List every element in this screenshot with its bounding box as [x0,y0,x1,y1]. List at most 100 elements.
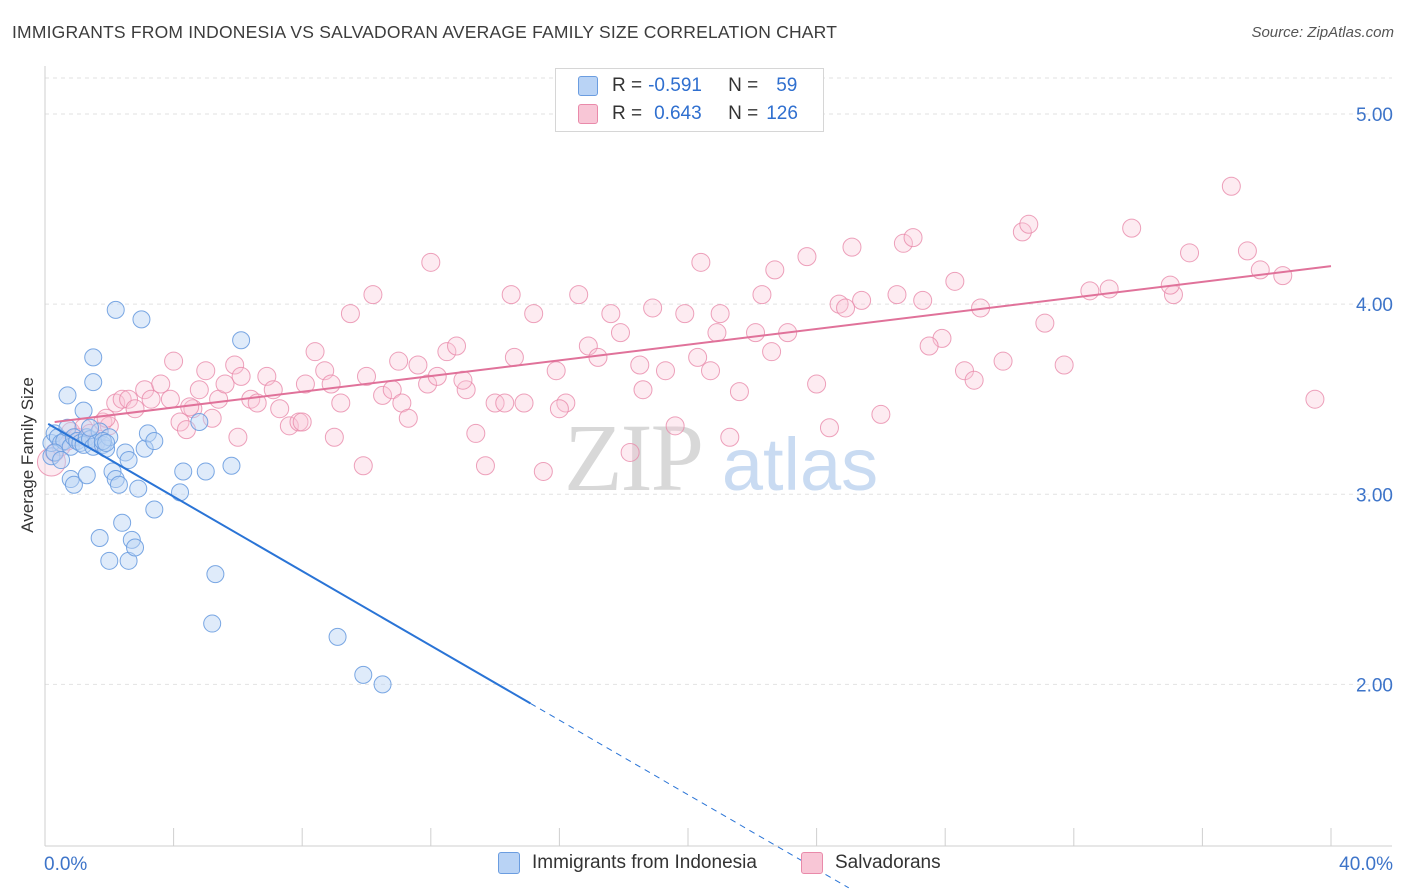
salvadorans-point [1012,222,1032,242]
salvadorans-point [610,323,630,343]
indonesia-point [196,462,215,481]
salvadorans-point [485,393,505,413]
salvadorans-point [475,456,495,476]
legend-r-label: R = [612,75,643,96]
salvadorans-point [1099,279,1119,299]
x-tick-labels: 0.0% 40.0% [44,854,1393,875]
watermark-zip: ZIP [564,404,702,511]
indonesia-point [145,432,164,451]
legend-n-value: 59 [776,75,798,96]
salvadorans-point [151,374,171,394]
salvadorans-point [807,374,827,394]
salvadorans-point [437,342,457,362]
salvadorans-point [331,393,351,413]
salvadorans-point [1305,389,1325,409]
trend-lines [47,265,1332,889]
indonesia-point [135,439,154,458]
salvadorans-point [710,304,730,324]
y-tick-label: 4.00 [1356,295,1393,316]
indonesia-point [354,665,373,684]
salvadorans-point [720,427,740,447]
bottom-legend-indonesia: Immigrants from Indonesia [498,852,757,874]
bottom-legend-label-salvadorans: Salvadorans [835,852,941,873]
y-tick-labels: 2.00 3.00 4.00 5.00 [1356,105,1393,696]
salvadorans-point [1054,355,1074,375]
indonesia-point [113,513,132,532]
salvadorans-point [418,374,438,394]
salvadorans-point [887,285,907,305]
salvadorans-point [164,351,184,371]
salvadorans-point [665,416,685,436]
indonesia-point [97,433,116,452]
salvadorans-point [1273,266,1293,286]
salvadorans-point [447,336,467,356]
salvadorans-point [762,342,782,362]
indonesia-point [190,413,209,432]
salvadorans-point [270,399,290,419]
salvadorans-point [675,304,695,324]
indonesia-point [100,551,119,570]
salvadorans-point [729,382,749,402]
salvadorans-point [524,304,544,324]
salvadorans-point [119,389,139,409]
salvadorans-point [225,355,245,375]
chart-title: IMMIGRANTS FROM INDONESIA VS SALVADORAN … [12,22,838,42]
salvadorans-point [389,351,409,371]
source-label: Source: ZipAtlas.com [1251,24,1394,41]
salvadorans-point [196,361,216,381]
salvadorans-point [321,374,341,394]
salvadorans-point [746,323,766,343]
salvadorans-point [964,370,984,390]
salvadorans-point [189,380,209,400]
salvadorans-point [643,298,663,318]
indonesia-point [90,422,109,441]
salvadorans-point [630,355,650,375]
salvadorans-point [215,374,235,394]
salvadorans-point [819,418,839,438]
indonesia-point [206,565,225,584]
salvadorans-point [1122,218,1142,238]
salvadorans-point [945,271,965,291]
watermark: ZIP atlas [564,404,878,511]
indonesia-point [74,401,93,420]
legend-row-salvadorans: R = 0.643 N = 126 [578,101,798,127]
indonesia-point [106,300,125,319]
salvadorans-point [765,260,785,280]
salvadorans-point [1237,241,1257,261]
indonesia-point [174,462,193,481]
indonesia-point [90,529,109,547]
salvadorans-point [96,408,116,428]
indonesia-point [52,451,71,470]
indonesia-point [109,475,128,494]
salvadorans-point [871,404,891,424]
salvadorans-point [993,351,1013,371]
salvadorans-point [1035,313,1055,333]
salvadorans-point [231,366,251,386]
legend-n-label: N = [728,75,759,96]
salvadorans-point [797,247,817,267]
salvadorans-point [466,423,486,443]
indonesia-point [84,373,103,392]
salvadorans-point [688,347,708,367]
salvadorans-point [1180,243,1200,263]
legend-row-indonesia: R = -0.591 N = 59 [578,73,797,99]
salvadorans-point [655,361,675,381]
bottom-legend-label-indonesia: Immigrants from Indonesia [532,852,757,873]
salvadorans-point [324,427,344,447]
legend-r-label: R = [612,103,643,124]
legend-n-value: 126 [766,103,798,124]
legend-swatch-pink [578,104,598,124]
legend-n-label: N = [728,103,759,124]
y-tick-label: 2.00 [1356,675,1393,696]
x-tick-label-max: 40.0% [1339,854,1393,875]
salvadorans-point [292,412,312,432]
salvadorans-point [903,228,923,248]
salvadorans-point [707,323,727,343]
indonesia-points [42,300,392,694]
indonesia-point [138,424,157,443]
salvadorans-point [112,389,132,409]
salvadorans-point [501,285,521,305]
salvadorans-point [373,385,393,405]
salvadorans-point [533,461,553,481]
indonesia-point [222,456,241,475]
